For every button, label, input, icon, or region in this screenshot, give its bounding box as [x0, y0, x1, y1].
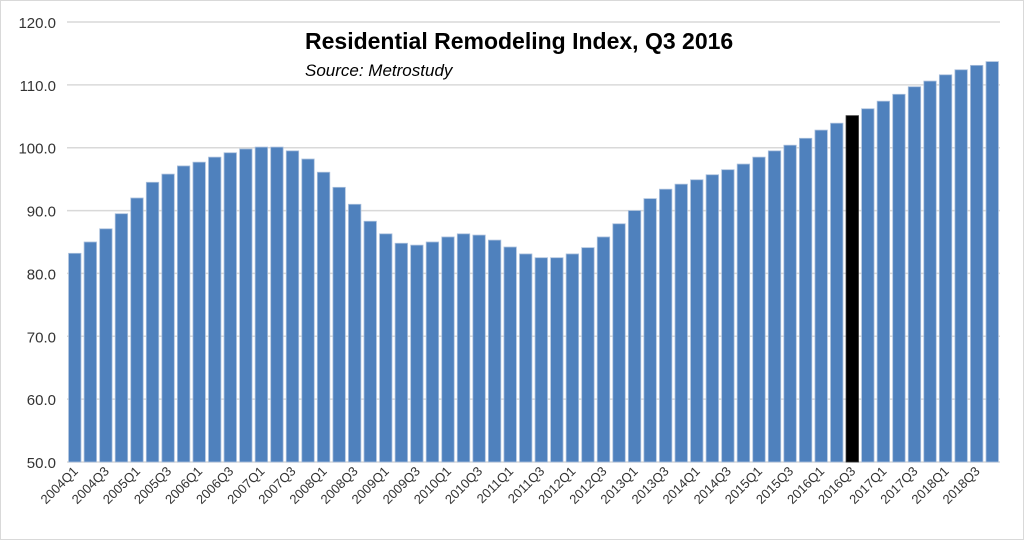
y-tick-label: 60.0 — [27, 392, 56, 409]
bar-2015Q3 — [783, 144, 797, 463]
bar-2007Q1 — [254, 146, 268, 463]
bar-2007Q2 — [270, 146, 284, 463]
bar-2009Q3 — [410, 244, 424, 463]
bar-2009Q2 — [394, 242, 408, 463]
bar-2010Q2 — [456, 233, 471, 463]
bar-2005Q4 — [177, 165, 191, 463]
bar-2008Q4 — [363, 220, 377, 463]
bar-2006Q3 — [223, 152, 237, 463]
bar-2013Q2 — [643, 198, 657, 463]
bar-2017Q4 — [923, 80, 937, 463]
bar-2011Q2 — [519, 253, 533, 463]
bar-2012Q2 — [581, 247, 595, 463]
bar-2013Q1 — [627, 210, 642, 463]
bar-2018Q1 — [938, 74, 953, 463]
bar-2015Q1 — [752, 156, 766, 463]
bar-2009Q4 — [425, 241, 440, 463]
bar-2015Q2 — [767, 150, 782, 463]
bar-2014Q2 — [705, 174, 719, 463]
bar-2014Q4 — [736, 163, 751, 463]
bar-2006Q4 — [239, 148, 253, 463]
bar-2016Q1 — [814, 129, 828, 463]
bar-2018Q4 — [985, 61, 999, 463]
bar-2013Q3 — [659, 188, 673, 463]
bar-2007Q3 — [285, 150, 300, 463]
bar-2016Q4 — [861, 108, 875, 463]
bar-2016Q3 — [845, 115, 859, 463]
bar-2013Q4 — [674, 183, 688, 463]
bar-2006Q2 — [208, 156, 222, 463]
bar-2005Q2 — [145, 181, 160, 463]
bar-2011Q1 — [503, 246, 517, 463]
bar-2007Q4 — [301, 158, 315, 463]
y-tick-label: 90.0 — [27, 204, 56, 221]
y-tick-label: 120.0 — [18, 15, 56, 32]
bar-2018Q2 — [954, 69, 968, 463]
bar-2011Q4 — [550, 257, 564, 463]
bar-2014Q3 — [721, 169, 735, 463]
bar-2005Q1 — [130, 197, 144, 463]
bar-2010Q1 — [441, 236, 455, 463]
bar-2006Q1 — [192, 161, 206, 463]
bar-2004Q2 — [83, 241, 97, 463]
bar-2012Q4 — [612, 223, 626, 463]
bar-2014Q1 — [690, 179, 704, 463]
bar-2004Q3 — [99, 228, 113, 463]
y-tick-label: 100.0 — [18, 141, 56, 158]
bar-2005Q3 — [161, 173, 175, 463]
y-tick-label: 80.0 — [27, 266, 56, 283]
bar-2015Q4 — [799, 137, 813, 463]
bar-2010Q3 — [472, 234, 486, 463]
bar-2016Q2 — [830, 122, 844, 463]
y-tick-label: 50.0 — [27, 455, 56, 472]
bar-2004Q1 — [68, 252, 82, 463]
bar-2009Q1 — [379, 233, 393, 463]
chart-title: Residential Remodeling Index, Q3 2016 — [305, 28, 734, 54]
chart-subtitle: Source: Metrostudy — [305, 61, 453, 80]
bar-2017Q2 — [892, 93, 906, 463]
bar-2018Q3 — [970, 64, 984, 463]
bar-2008Q1 — [316, 171, 331, 463]
y-tick-label: 70.0 — [27, 329, 56, 346]
bar-2011Q3 — [534, 257, 548, 463]
bar-2008Q3 — [348, 203, 362, 463]
bar-2012Q3 — [596, 236, 611, 463]
bar-2004Q4 — [114, 213, 129, 463]
bar-2017Q3 — [907, 86, 922, 463]
y-tick-label: 110.0 — [20, 78, 56, 95]
bar-2010Q4 — [488, 239, 502, 463]
bar-2012Q1 — [565, 253, 579, 463]
bar-2017Q1 — [876, 100, 890, 463]
bar-2008Q2 — [332, 186, 346, 463]
